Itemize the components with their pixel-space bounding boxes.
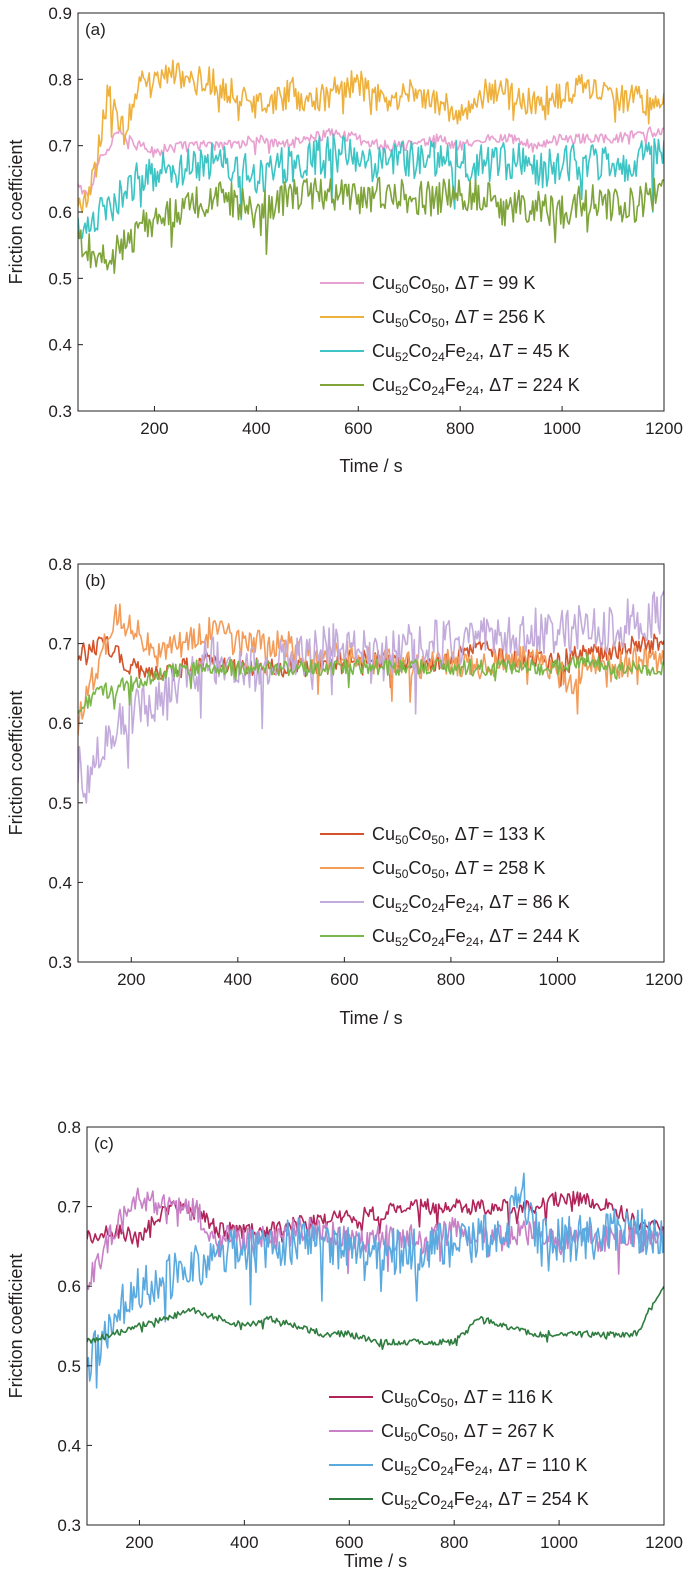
- y-tick-label: 0.4: [48, 336, 72, 355]
- y-axis-title: Friction coefficient: [6, 1254, 26, 1399]
- legend-label: Cu52Co24Fe24, ΔT = 110 K: [381, 1455, 587, 1478]
- x-tick-label: 1000: [539, 970, 577, 989]
- y-tick-label: 0.3: [57, 1516, 81, 1535]
- x-tick-label: 200: [117, 970, 145, 989]
- x-tick-label: 600: [330, 970, 358, 989]
- chart-panel-c: 200 400 600 800 1000 1200 0.3 0.4 0.5 0.6 0.7 0.8 Ti…: [6, 1118, 683, 1571]
- legend-item-3: Cu52Co24Fe24, ΔT = 45 K: [320, 341, 570, 364]
- legend-item-3: Cu52Co24Fe24, ΔT = 110 K: [329, 1455, 587, 1478]
- y-tick-label: 0.7: [48, 635, 72, 654]
- x-tick-label: 1200: [645, 419, 683, 438]
- x-tick-label: 1000: [543, 419, 581, 438]
- x-tick-label: 800: [440, 1533, 468, 1552]
- x-tick-label: 1000: [540, 1533, 578, 1552]
- y-tick-label: 0.5: [48, 269, 72, 288]
- y-axis-title: Friction coefficient: [6, 140, 26, 285]
- series-group: [78, 59, 664, 275]
- x-tick-label: 1200: [645, 1533, 683, 1552]
- y-tick-label: 0.8: [48, 70, 72, 89]
- legend-item-2: Cu50Co50, ΔT = 258 K: [320, 858, 545, 881]
- legend-item-2: Cu50Co50, ΔT = 267 K: [329, 1421, 554, 1444]
- y-tick-label: 0.5: [48, 794, 72, 813]
- x-axis-title: Time / s: [339, 456, 402, 476]
- series-line-4: [78, 176, 664, 275]
- legend-label: Cu50Co50, ΔT = 133 K: [372, 824, 545, 847]
- legend-label: Cu52Co24Fe24, ΔT = 86 K: [372, 892, 570, 915]
- series-line-4: [87, 1285, 664, 1351]
- plot-frame: [77, 563, 665, 963]
- series-line-4: [78, 652, 664, 715]
- legend-label: Cu50Co50, ΔT = 258 K: [372, 858, 545, 881]
- x-tick-label: 400: [230, 1533, 258, 1552]
- y-tick-label: 0.3: [48, 402, 72, 421]
- legend-item-4: Cu52Co24Fe24, ΔT = 224 K: [320, 375, 580, 398]
- series-line-1: [87, 1190, 664, 1248]
- legend-label: Cu50Co50, ΔT = 267 K: [381, 1421, 554, 1444]
- x-tick-label: 400: [242, 419, 270, 438]
- plot-frame: [86, 1126, 665, 1526]
- legend-item-4: Cu52Co24Fe24, ΔT = 244 K: [320, 926, 580, 949]
- x-axis-title: Time / s: [344, 1551, 407, 1571]
- legend-label: Cu50Co50, ΔT = 116 K: [381, 1387, 553, 1410]
- x-axis-title: Time / s: [339, 1008, 402, 1028]
- x-tick-label: 400: [224, 970, 252, 989]
- x-tick-label: 200: [125, 1533, 153, 1552]
- legend-label: Cu50Co50, ΔT = 256 K: [372, 307, 545, 330]
- series-group: [78, 590, 664, 804]
- series-line-3: [87, 1172, 664, 1389]
- y-tick-label: 0.8: [57, 1118, 81, 1137]
- y-tick-label: 0.4: [48, 873, 72, 892]
- legend-label: Cu52Co24Fe24, ΔT = 45 K: [372, 341, 570, 364]
- y-tick-label: 0.9: [48, 4, 72, 23]
- legend-label: Cu52Co24Fe24, ΔT = 224 K: [372, 375, 580, 398]
- y-axis-title: Friction coefficient: [6, 691, 26, 836]
- legend-item-1: Cu50Co50, ΔT = 99 K: [320, 273, 535, 296]
- y-tick-label: 0.3: [48, 953, 72, 972]
- y-tick-label: 0.8: [48, 555, 72, 574]
- y-tick-label: 0.4: [57, 1436, 81, 1455]
- x-tick-label: 600: [344, 419, 372, 438]
- y-tick-label: 0.6: [48, 203, 72, 222]
- y-tick-label: 0.6: [57, 1277, 81, 1296]
- x-tick-label: 800: [437, 970, 465, 989]
- legend-item-4: Cu52Co24Fe24, ΔT = 254 K: [329, 1489, 589, 1512]
- legend-label: Cu50Co50, ΔT = 99 K: [372, 273, 535, 296]
- panel-label: (b): [85, 571, 106, 590]
- legend-item-1: Cu50Co50, ΔT = 116 K: [329, 1387, 553, 1410]
- x-tick-label: 800: [446, 419, 474, 438]
- x-tick-label: 200: [140, 419, 168, 438]
- series-line-3: [78, 590, 664, 804]
- panel-label: (a): [85, 20, 106, 39]
- series-line-2: [78, 59, 664, 214]
- y-tick-label: 0.5: [57, 1357, 81, 1376]
- y-tick-label: 0.6: [48, 714, 72, 733]
- panel-label: (c): [94, 1134, 114, 1153]
- series-line-1: [78, 126, 664, 198]
- x-tick-label: 1200: [645, 970, 683, 989]
- legend-label: Cu52Co24Fe24, ΔT = 244 K: [372, 926, 580, 949]
- legend-item-3: Cu52Co24Fe24, ΔT = 86 K: [320, 892, 570, 915]
- y-tick-label: 0.7: [48, 137, 72, 156]
- chart-panel-b: 200 400 600 800 1000 1200 0.3 0.4 0.5 0.6 0.7 0.8 Ti…: [6, 555, 683, 1028]
- x-tick-label: 600: [335, 1533, 363, 1552]
- legend-item-1: Cu50Co50, ΔT = 133 K: [320, 824, 545, 847]
- series-line-3: [78, 133, 664, 239]
- chart-panel-a: 200 400 600 800 1000 1200 0.3 0.4 0.5 0.6 0.7 0.8 0.…: [6, 4, 683, 476]
- series-group: [87, 1172, 664, 1389]
- legend-label: Cu52Co24Fe24, ΔT = 254 K: [381, 1489, 589, 1512]
- y-tick-label: 0.7: [57, 1198, 81, 1217]
- legend-item-2: Cu50Co50, ΔT = 256 K: [320, 307, 545, 330]
